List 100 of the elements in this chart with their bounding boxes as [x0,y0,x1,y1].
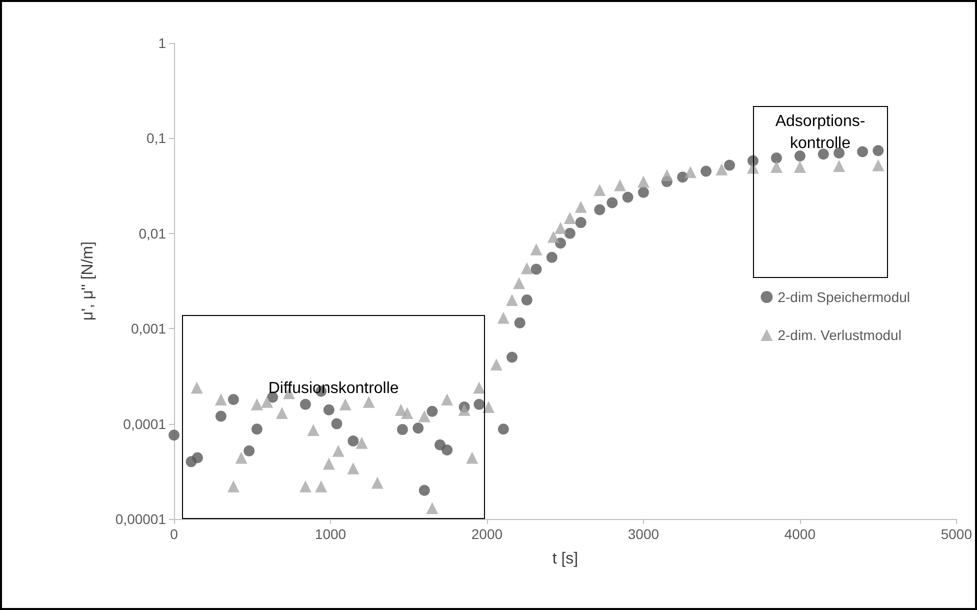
y-tick-label: 0,001 [130,320,166,337]
point [466,452,478,464]
point [606,197,618,208]
point [251,424,262,435]
point [638,186,649,198]
y-tick-label: 1 [158,35,166,51]
x-tick-label: 0 [170,526,178,542]
point [362,396,375,408]
point [482,401,495,414]
point [315,480,328,492]
point [401,406,414,419]
point [506,294,518,306]
point [474,398,485,410]
point [458,404,470,416]
point [347,462,360,474]
point [637,176,650,188]
point [770,152,782,164]
annotation: Adsorptions-kontrolle [774,112,866,154]
point [513,277,526,290]
point [473,382,486,394]
point [564,212,576,224]
point [250,398,263,410]
y-tick-label: 0,00001 [115,511,166,527]
point [396,424,408,436]
point [412,422,424,434]
point [794,160,806,173]
point [546,252,558,263]
x-tick-label: 5000 [940,526,972,542]
y-tick-label: 0,0001 [123,416,166,432]
point [660,169,673,182]
point [554,222,567,234]
point [514,317,526,328]
point [770,160,782,173]
x-tick-label: 2000 [471,526,503,542]
point [332,444,344,457]
point [215,410,226,422]
x-tick-label: 1000 [314,526,346,542]
x-axis-title: t [s] [552,550,578,568]
point [716,163,728,176]
x-tick-label: 4000 [784,526,816,542]
point [594,204,606,216]
point [418,410,430,422]
point [700,166,712,177]
y-tick-label: 0,1 [146,130,166,146]
point [300,398,311,410]
point [331,418,342,430]
point [724,160,736,171]
point [323,404,334,416]
point [276,406,288,419]
point [339,398,352,410]
point [441,394,454,406]
point [520,262,533,274]
point [506,352,518,363]
point [622,192,634,203]
point [214,394,227,406]
point [833,160,846,172]
point [575,217,586,228]
point [490,358,502,370]
point [190,382,203,394]
point [818,148,829,160]
point [228,394,239,405]
point [307,424,320,436]
point [521,294,532,306]
point [857,146,868,158]
point [322,458,335,470]
point [872,145,884,156]
point [564,228,576,239]
point [192,452,203,464]
note-frame: Adsorptions-kontrolle [752,106,888,278]
point [356,436,368,449]
point [348,435,359,446]
note-frame: Diffusionskontrolle [182,314,486,519]
point [497,312,510,324]
x-tick-label: 3000 [628,526,660,542]
point [677,172,688,183]
point [426,406,438,417]
point [235,452,248,464]
point [594,184,606,196]
point [530,243,542,256]
legend-label: 2-dim Speichermodul [778,289,910,305]
point [227,480,240,492]
point [299,480,312,492]
annotation: Diffusionskontrolle [267,378,400,399]
point [442,444,453,456]
y-axis-title: μ', μ'' [N/m] [80,241,96,321]
point [547,230,560,243]
point [794,150,806,162]
point [684,166,696,178]
point [872,159,884,172]
legend-label: 2-dim. Verlustmodul [778,327,902,343]
point [426,502,438,514]
point [244,445,255,456]
point [168,430,180,441]
point [418,484,430,496]
point [261,396,274,408]
point [371,476,384,489]
point [574,200,587,213]
point [614,179,626,192]
y-tick-label: 0,01 [138,225,166,242]
point [530,264,542,275]
